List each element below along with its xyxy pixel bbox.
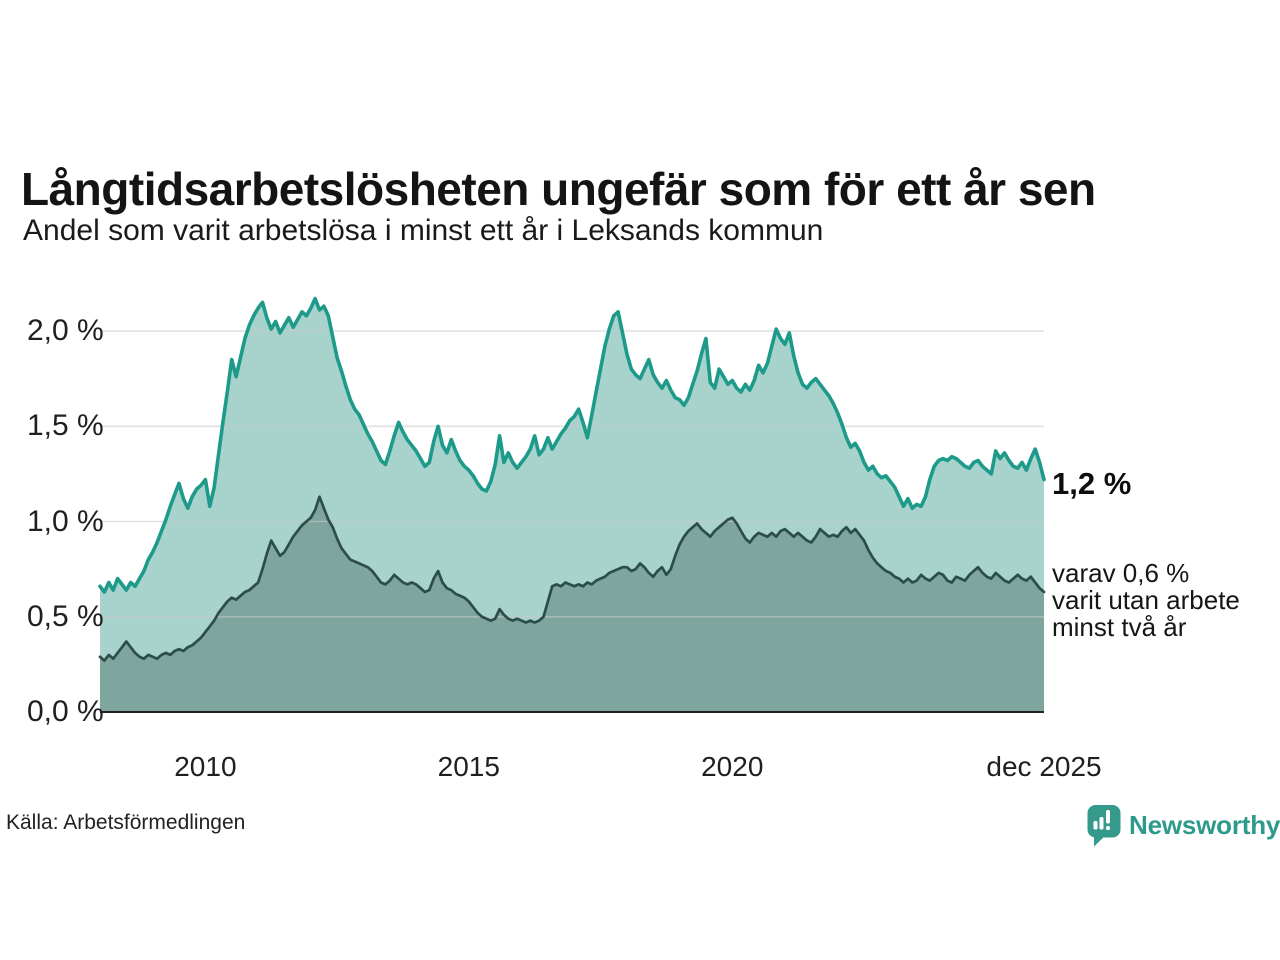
y-axis-tick-label: 1,5 % [27, 409, 104, 443]
series-minst-ett-ar-line [98, 296, 1046, 594]
x-axis-tick-label: 2010 [174, 751, 237, 782]
newsworthy-bubble-chart-icon [1087, 805, 1121, 847]
newsworthy-logo: Newsworthy [1087, 804, 1280, 847]
series2-annotation-line-2: varit utan arbete [1052, 585, 1240, 615]
y-axis-tick-label: 0,5 % [27, 599, 104, 633]
brand-name: Newsworthy [1129, 810, 1280, 840]
series1-end-value-label: 1,2 % [1052, 466, 1132, 501]
series-minst-tva-ar-area [100, 496, 1044, 712]
x-axis-tick-label: 2015 [437, 751, 500, 782]
series2-annotation-line-1: varav 0,6 % [1052, 558, 1190, 588]
y-axis-tick-label: 2,0 % [27, 314, 104, 347]
x-axis-tick-label: dec 2025 [986, 751, 1102, 782]
y-axis-tick-label: 0,0 % [27, 695, 104, 728]
page-title: Långtidsarbetslösheten ungefär som för e… [21, 162, 1096, 215]
x-axis-tick-label: 2020 [701, 751, 764, 782]
source-note: Källa: Arbetsförmedlingen [6, 811, 246, 834]
y-axis-tick-label: 1,0 % [27, 504, 104, 538]
page-subtitle: Andel som varit arbetslösa i minst ett å… [23, 214, 824, 247]
series2-annotation-line-3: minst två år [1052, 612, 1187, 642]
series2-end-annotation: varav 0,6 % varit utan arbete minst två … [1052, 560, 1240, 641]
series-minst-tva-ar-line [98, 495, 1046, 662]
